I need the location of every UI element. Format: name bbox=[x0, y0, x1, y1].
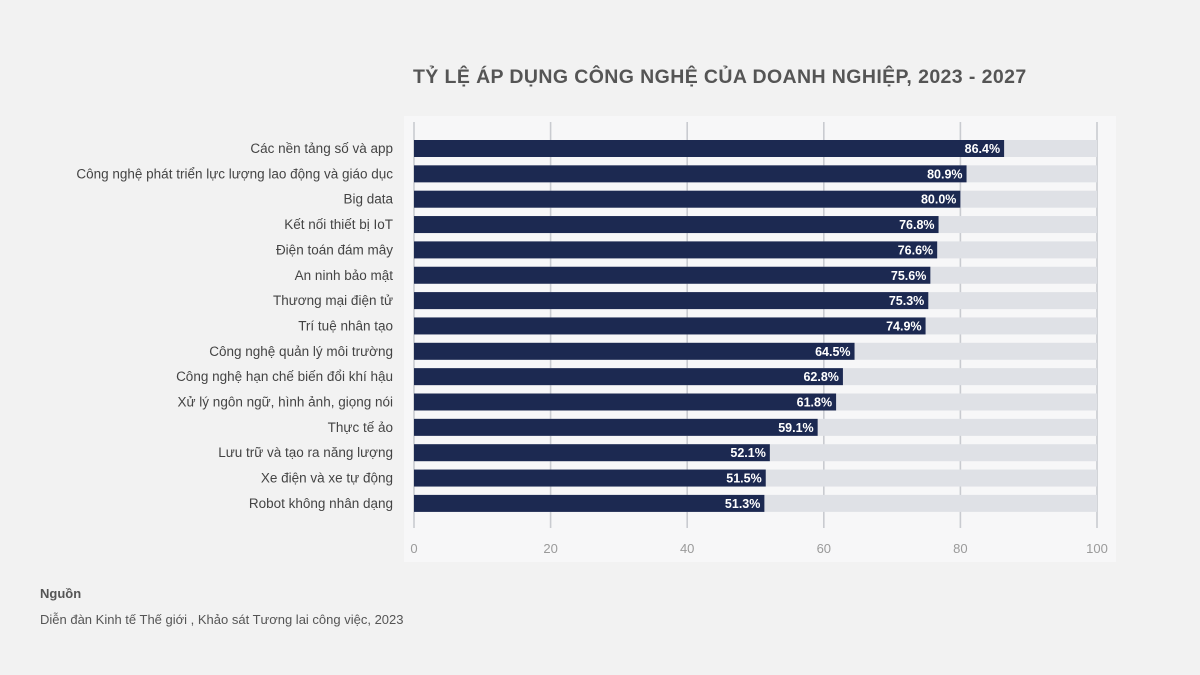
bar bbox=[414, 444, 770, 462]
bar bbox=[414, 418, 818, 436]
category-label: Robot không nhân dạng bbox=[249, 496, 393, 511]
chart-title: TỶ LỆ ÁP DỤNG CÔNG NGHỆ CỦA DOANH NGHIỆP… bbox=[413, 66, 1027, 88]
bar-value-label: 59.1% bbox=[778, 421, 813, 435]
bar-value-label: 75.3% bbox=[889, 294, 924, 308]
category-label: Lưu trữ và tạo ra năng lượng bbox=[218, 445, 393, 460]
bar-value-label: 76.6% bbox=[898, 243, 933, 257]
bar-value-label: 75.6% bbox=[891, 269, 926, 283]
bar-value-label: 86.4% bbox=[965, 142, 1000, 156]
bar-value-label: 80.0% bbox=[921, 193, 956, 207]
chart-plot-area bbox=[404, 116, 1116, 562]
bar-value-label: 62.8% bbox=[803, 370, 838, 384]
bar-value-label: 51.5% bbox=[726, 472, 761, 486]
bar-value-label: 51.3% bbox=[725, 497, 760, 511]
x-tick-label: 80 bbox=[953, 541, 967, 556]
bar bbox=[414, 216, 939, 234]
bar-value-label: 52.1% bbox=[730, 446, 765, 460]
bar bbox=[414, 368, 843, 386]
bar bbox=[414, 292, 929, 310]
bar-value-label: 74.9% bbox=[886, 319, 921, 333]
category-label: Trí tuệ nhân tạo bbox=[298, 318, 393, 333]
category-label: An ninh bảo mật bbox=[295, 268, 394, 283]
category-label: Công nghệ quản lý môi trường bbox=[209, 344, 393, 359]
bar-value-label: 80.9% bbox=[927, 167, 962, 181]
bar bbox=[414, 140, 1005, 157]
bar bbox=[414, 317, 926, 335]
bar bbox=[414, 241, 938, 259]
bar bbox=[414, 165, 967, 183]
x-tick-label: 0 bbox=[410, 541, 417, 556]
bar-value-label: 61.8% bbox=[797, 396, 832, 410]
category-label: Công nghệ phát triển lực lượng lao động … bbox=[76, 166, 393, 181]
category-label: Công nghệ hạn chế biến đổi khí hậu bbox=[176, 369, 393, 384]
source-label: Nguồn bbox=[40, 586, 82, 601]
category-label: Thực tế ảo bbox=[328, 420, 393, 435]
x-tick-label: 60 bbox=[817, 541, 831, 556]
bar bbox=[414, 469, 766, 487]
category-label: Xử lý ngôn ngữ, hình ảnh, giọng nói bbox=[178, 395, 393, 410]
category-label: Big data bbox=[343, 192, 393, 207]
bar-value-label: 64.5% bbox=[815, 345, 850, 359]
x-tick-label: 20 bbox=[543, 541, 557, 556]
bar bbox=[414, 494, 765, 512]
bar bbox=[414, 266, 931, 284]
x-tick-label: 40 bbox=[680, 541, 694, 556]
category-label: Thương mại điện tử bbox=[273, 293, 393, 308]
category-label: Các nền tảng số và app bbox=[250, 141, 393, 156]
source-text: Diễn đàn Kinh tế Thế giới , Khảo sát Tươ… bbox=[40, 612, 404, 627]
bar bbox=[414, 393, 837, 411]
category-label: Kết nối thiết bị IoT bbox=[284, 217, 393, 232]
bar bbox=[414, 190, 961, 208]
bar bbox=[414, 342, 855, 360]
category-label: Điện toán đám mây bbox=[276, 242, 393, 257]
x-tick-label: 100 bbox=[1086, 541, 1108, 556]
bar-value-label: 76.8% bbox=[899, 218, 934, 232]
category-label: Xe điện và xe tự động bbox=[261, 471, 393, 486]
